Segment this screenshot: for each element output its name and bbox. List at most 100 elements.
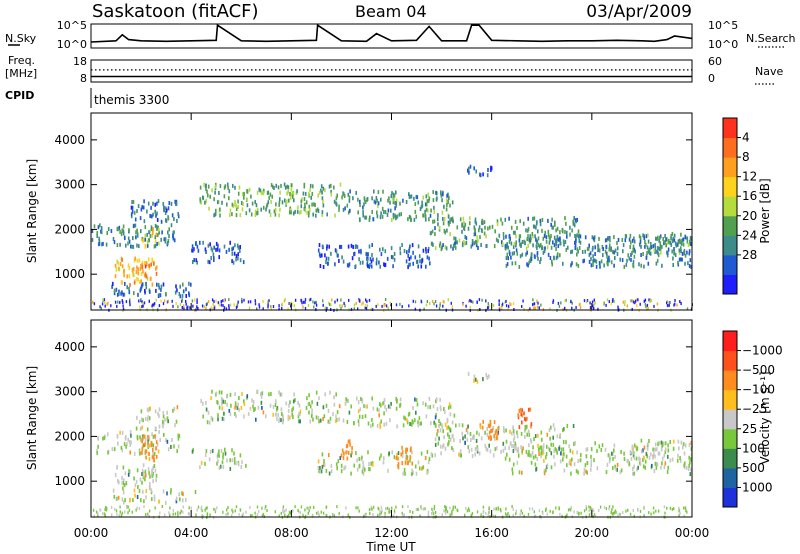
power-cell <box>474 232 477 237</box>
velocity-cell <box>644 465 647 470</box>
power-cell <box>591 235 594 240</box>
power-cell <box>612 249 614 254</box>
velocity-cell <box>124 498 126 503</box>
velocity-cell <box>646 442 649 447</box>
power-cell <box>154 239 157 243</box>
velocity-cell <box>588 509 590 513</box>
velocity-cell <box>684 506 687 510</box>
velocity-cell <box>648 511 650 515</box>
power-cell <box>315 300 317 304</box>
power-cell <box>254 200 256 205</box>
velocity-cell <box>661 441 664 446</box>
power-cell <box>116 292 119 297</box>
power-cell <box>144 225 147 230</box>
velocity-cell <box>225 513 227 516</box>
velocity-cell <box>154 426 157 431</box>
velocity-cell <box>142 471 145 476</box>
power-cell <box>407 253 409 258</box>
power-cell <box>597 246 600 251</box>
velocity-cell <box>658 440 660 445</box>
power-cell <box>202 240 204 245</box>
velocity-cell <box>245 510 247 514</box>
power-cell <box>161 230 163 235</box>
velocity-cell <box>148 471 150 475</box>
power-cell <box>514 261 517 266</box>
power-cell <box>595 264 598 269</box>
velocity-cell <box>148 443 150 448</box>
velocity-cell <box>518 425 521 430</box>
power-cell <box>506 252 509 257</box>
power-cell <box>172 233 174 238</box>
power-cell <box>254 213 257 217</box>
velocity-cell <box>530 422 533 427</box>
velocity-cell <box>590 463 592 468</box>
power-cell <box>505 263 508 268</box>
power-cell <box>382 247 384 252</box>
power-cell <box>137 267 139 272</box>
velocity-cell <box>121 497 124 502</box>
velocity-cell <box>655 465 658 470</box>
power-cell <box>374 200 377 205</box>
power-cell <box>452 246 454 251</box>
velocity-cell <box>452 507 454 511</box>
velocity-cell <box>382 401 384 406</box>
velocity-cell <box>603 505 606 509</box>
velocity-cell <box>631 444 634 449</box>
power-cell <box>110 229 113 233</box>
power-cell <box>540 243 542 248</box>
power-cell <box>583 299 586 303</box>
power-cell <box>674 299 676 302</box>
power-cell <box>601 245 604 249</box>
power-cell <box>329 303 331 306</box>
power-cell <box>269 213 272 217</box>
power-cell <box>269 192 272 197</box>
power-cell <box>376 198 378 203</box>
power-cell <box>583 258 585 263</box>
velocity-cell <box>228 408 231 413</box>
power-cell <box>552 225 554 230</box>
velocity-cell <box>227 506 229 509</box>
velocity-cell <box>688 463 690 468</box>
power-cell <box>292 191 295 196</box>
power-cell <box>566 230 568 235</box>
velocity-cell <box>274 510 276 514</box>
power-cell <box>217 200 219 205</box>
velocity-cell <box>652 447 654 452</box>
velocity-cell <box>435 412 437 417</box>
velocity-cell <box>103 436 106 440</box>
power-cell <box>377 190 380 195</box>
power-cell <box>148 299 150 303</box>
velocity-cell <box>608 507 610 511</box>
power-cell <box>339 182 342 187</box>
power-cell <box>138 258 141 263</box>
power-cell <box>205 187 207 191</box>
velocity-cell <box>207 410 210 415</box>
velocity-cell <box>503 428 505 432</box>
velocity-cell <box>391 450 393 455</box>
power-cell <box>145 285 148 290</box>
power-cell <box>314 301 316 305</box>
power-cell <box>547 233 550 238</box>
velocity-cell <box>416 402 419 407</box>
velocity-cell <box>107 450 109 455</box>
power-cell <box>504 300 506 304</box>
power-cell <box>574 234 576 238</box>
power-cell <box>689 239 691 244</box>
power-cell <box>256 190 259 195</box>
velocity-cell <box>468 449 471 454</box>
power-cell <box>326 246 328 251</box>
velocity-cell <box>534 434 537 438</box>
power-cell <box>384 210 387 215</box>
power-cell <box>430 231 432 236</box>
velocity-cell <box>411 468 413 473</box>
velocity-cell <box>642 458 644 462</box>
power-cell <box>141 300 143 304</box>
velocity-cell <box>470 447 473 452</box>
velocity-cell <box>294 398 296 402</box>
power-cell <box>156 201 158 206</box>
power-cell <box>674 253 677 257</box>
velocity-cell <box>601 443 604 448</box>
velocity-cell <box>406 455 409 460</box>
power-cell <box>371 243 373 247</box>
